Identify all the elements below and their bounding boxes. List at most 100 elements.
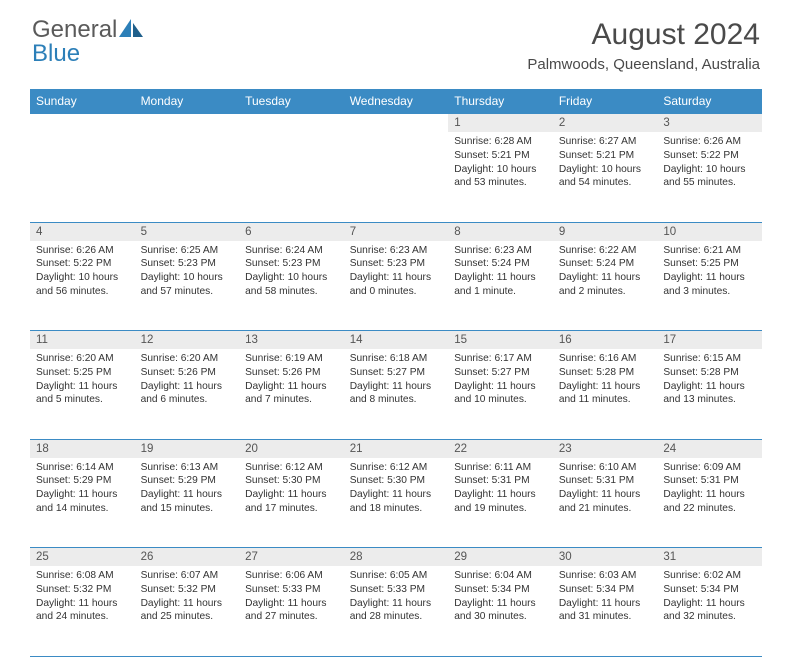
sunset-line: Sunset: 5:32 PM [36, 583, 129, 597]
day-cell: Sunrise: 6:21 AMSunset: 5:25 PMDaylight:… [657, 241, 762, 331]
month-title: August 2024 [527, 18, 760, 52]
day-number-cell: 27 [239, 548, 344, 567]
day-cell-body: Sunrise: 6:24 AMSunset: 5:23 PMDaylight:… [239, 241, 344, 305]
sunset-line: Sunset: 5:34 PM [454, 583, 547, 597]
sunrise-line: Sunrise: 6:07 AM [141, 569, 234, 583]
day-cell-body: Sunrise: 6:18 AMSunset: 5:27 PMDaylight:… [344, 349, 449, 413]
day-cell [30, 132, 135, 222]
day-cell: Sunrise: 6:28 AMSunset: 5:21 PMDaylight:… [448, 132, 553, 222]
day-cell: Sunrise: 6:16 AMSunset: 5:28 PMDaylight:… [553, 349, 658, 439]
day-cell [239, 132, 344, 222]
day-number-cell [239, 114, 344, 133]
daylight-line: Daylight: 11 hours and 7 minutes. [245, 380, 338, 408]
day-cell-body: Sunrise: 6:03 AMSunset: 5:34 PMDaylight:… [553, 566, 658, 630]
day-number-cell: 31 [657, 548, 762, 567]
title-block: August 2024 Palmwoods, Queensland, Austr… [527, 18, 760, 73]
logo-sail-icon [119, 19, 145, 37]
week-row: Sunrise: 6:20 AM Sunset: 5:25 PM Daylight:… [30, 349, 762, 439]
day-cell: Sunrise: 6:26 AMSunset: 5:22 PMDaylight:… [30, 241, 135, 331]
daylight-line: Daylight: 10 hours and 55 minutes. [663, 163, 756, 191]
day-number-cell: 4 [30, 222, 135, 241]
day-cell [344, 132, 449, 222]
day-cell-body: Sunrise: 6:16 AMSunset: 5:28 PMDaylight:… [553, 349, 658, 413]
sunrise-line: Sunrise: 6:12 AM [245, 461, 338, 475]
sunrise-line: Sunrise: 6:19 AM [245, 352, 338, 366]
day-cell-body: Sunrise: 6:08 AMSunset: 5:32 PMDaylight:… [30, 566, 135, 630]
sunset-line: Sunset: 5:23 PM [141, 257, 234, 271]
day-cell: Sunrise: 6:11 AMSunset: 5:31 PMDaylight:… [448, 458, 553, 548]
day-number-cell: 9 [553, 222, 658, 241]
day-cell: Sunrise: 6:12 AMSunset: 5:30 PMDaylight:… [239, 458, 344, 548]
daylight-line: Daylight: 11 hours and 13 minutes. [663, 380, 756, 408]
day-cell-body: Sunrise: 6:04 AMSunset: 5:34 PMDaylight:… [448, 566, 553, 630]
daylight-line: Daylight: 11 hours and 32 minutes. [663, 597, 756, 625]
day-number-cell: 29 [448, 548, 553, 567]
day-cell-body: Sunrise: 6:22 AMSunset: 5:24 PMDaylight:… [553, 241, 658, 305]
sunrise-line: Sunrise: 6:02 AM [663, 569, 756, 583]
day-cell: Sunrise: 6:08 AMSunset: 5:32 PMDaylight:… [30, 566, 135, 656]
sunset-line: Sunset: 5:29 PM [141, 474, 234, 488]
day-number-cell [344, 114, 449, 133]
day-header: Saturday [657, 89, 762, 114]
sunset-line: Sunset: 5:21 PM [454, 149, 547, 163]
sunset-line: Sunset: 5:33 PM [245, 583, 338, 597]
sunset-line: Sunset: 5:34 PM [559, 583, 652, 597]
daylight-line: Daylight: 11 hours and 8 minutes. [350, 380, 443, 408]
day-number-cell: 2 [553, 114, 658, 133]
sunset-line: Sunset: 5:31 PM [663, 474, 756, 488]
day-number-cell: 25 [30, 548, 135, 567]
sunset-line: Sunset: 5:29 PM [36, 474, 129, 488]
daylight-line: Daylight: 11 hours and 28 minutes. [350, 597, 443, 625]
sunrise-line: Sunrise: 6:17 AM [454, 352, 547, 366]
day-number-cell: 16 [553, 331, 658, 350]
sunrise-line: Sunrise: 6:20 AM [141, 352, 234, 366]
week-row: Sunrise: 6:08 AMSunset: 5:32 PMDaylight:… [30, 566, 762, 656]
daylight-line: Daylight: 11 hours and 27 minutes. [245, 597, 338, 625]
day-cell: Sunrise: 6:19 AMSunset: 5:26 PMDaylight:… [239, 349, 344, 439]
logo: General Blue [32, 18, 145, 66]
day-number-cell: 11 [30, 331, 135, 350]
daylight-line: Daylight: 10 hours and 58 minutes. [245, 271, 338, 299]
daylight-line: Daylight: 11 hours and 1 minute. [454, 271, 547, 299]
day-cell-body: Sunrise: 6:17 AMSunset: 5:27 PMDaylight:… [448, 349, 553, 413]
day-number-cell: 10 [657, 222, 762, 241]
day-number-cell: 13 [239, 331, 344, 350]
day-cell: Sunrise: 6:22 AMSunset: 5:24 PMDaylight:… [553, 241, 658, 331]
daylight-line: Daylight: 11 hours and 15 minutes. [141, 488, 234, 516]
day-cell: Sunrise: 6:14 AMSunset: 5:29 PMDaylight:… [30, 458, 135, 548]
day-cell-body: Sunrise: 6:06 AMSunset: 5:33 PMDaylight:… [239, 566, 344, 630]
sunset-line: Sunset: 5:27 PM [454, 366, 547, 380]
day-cell: Sunrise: 6:20 AMSunset: 5:25 PMDaylight:… [30, 349, 135, 439]
sunrise-line: Sunrise: 6:14 AM [36, 461, 129, 475]
day-cell: Sunrise: 6:25 AMSunset: 5:23 PMDaylight:… [135, 241, 240, 331]
sunset-line: Sunset: 5:31 PM [454, 474, 547, 488]
sunrise-line: Sunrise: 6:27 AM [559, 135, 652, 149]
day-cell-body: Sunrise: 6:21 AMSunset: 5:25 PMDaylight:… [657, 241, 762, 305]
day-number-cell: 8 [448, 222, 553, 241]
day-cell: Sunrise: 6:17 AMSunset: 5:27 PMDaylight:… [448, 349, 553, 439]
day-number-cell: 7 [344, 222, 449, 241]
day-cell-body: Sunrise: 6:11 AMSunset: 5:31 PMDaylight:… [448, 458, 553, 522]
daylight-line: Daylight: 11 hours and 30 minutes. [454, 597, 547, 625]
sunrise-line: Sunrise: 6:04 AM [454, 569, 547, 583]
day-number-cell: 17 [657, 331, 762, 350]
day-cell-body: Sunrise: 6:12 AMSunset: 5:30 PMDaylight:… [344, 458, 449, 522]
day-cell: Sunrise: 6:12 AMSunset: 5:30 PMDaylight:… [344, 458, 449, 548]
day-header: Friday [553, 89, 658, 114]
sunset-line: Sunset: 5:22 PM [36, 257, 129, 271]
sunrise-line: Sunrise: 6:18 AM [350, 352, 443, 366]
day-cell-body: Sunrise: 6:10 AMSunset: 5:31 PMDaylight:… [553, 458, 658, 522]
sunset-line: Sunset: 5:25 PM [36, 366, 129, 380]
daylight-line: Daylight: 10 hours and 57 minutes. [141, 271, 234, 299]
sunrise-line: Sunrise: 6:28 AM [454, 135, 547, 149]
day-number-cell: 6 [239, 222, 344, 241]
sunset-line: Sunset: 5:26 PM [245, 366, 338, 380]
day-number-cell: 24 [657, 439, 762, 458]
sunset-line: Sunset: 5:34 PM [663, 583, 756, 597]
day-header: Wednesday [344, 89, 449, 114]
day-cell: Sunrise: 6:26 AMSunset: 5:22 PMDaylight:… [657, 132, 762, 222]
day-cell-body: Sunrise: 6:23 AMSunset: 5:23 PMDaylight:… [344, 241, 449, 305]
daynum-row: 45678910 [30, 222, 762, 241]
day-number-cell: 21 [344, 439, 449, 458]
daylight-line: Daylight: 11 hours and 25 minutes. [141, 597, 234, 625]
